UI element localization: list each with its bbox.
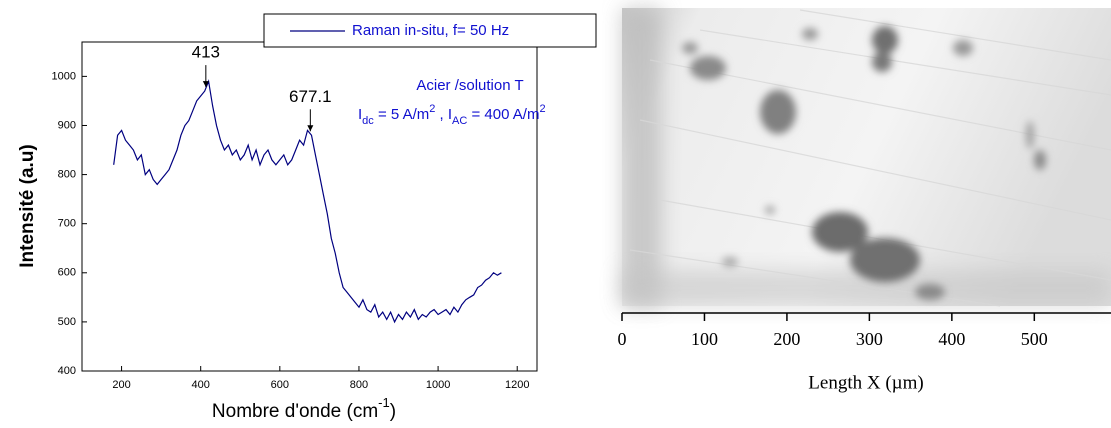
x-tick-label: 1200 xyxy=(505,379,529,391)
note-title: Acier /solution T xyxy=(416,77,523,94)
x-tick-label: 500 xyxy=(1021,329,1048,349)
x-tick-label: 600 xyxy=(271,379,289,391)
x-tick-label: 200 xyxy=(112,379,130,391)
note-part: , I xyxy=(435,106,452,123)
x-tick-label: 100 xyxy=(691,329,718,349)
note-part: = 400 A/m xyxy=(467,106,539,123)
y-tick-label: 700 xyxy=(58,218,76,230)
legend-label: Raman in-situ, f= 50 Hz xyxy=(352,22,509,39)
annotation-arrowhead xyxy=(307,125,314,132)
x-tick-label: 400 xyxy=(192,379,210,391)
x-axis-label-sup: -1 xyxy=(378,395,390,410)
note-sup: 2 xyxy=(429,103,435,115)
y-tick-label: 1000 xyxy=(52,70,76,82)
y-tick-label: 600 xyxy=(58,267,76,279)
x-axis-label-part: Nombre d'onde (cm xyxy=(212,401,378,422)
y-tick-label: 400 xyxy=(58,365,76,377)
y-tick-label: 900 xyxy=(58,119,76,131)
note-conditions: Idc = 5 A/m2 , IAC = 400 A/m2 xyxy=(358,103,546,127)
x-axis-label: Length X (µm) xyxy=(808,372,923,393)
x-tick-label: 300 xyxy=(856,329,883,349)
x-axis-label: Nombre d'onde (cm-1) xyxy=(212,395,396,422)
note-part: I xyxy=(358,106,362,123)
data-line xyxy=(113,79,502,324)
note-sub: AC xyxy=(452,115,467,127)
annotation-arrowhead xyxy=(202,81,209,88)
x-axis-label-part: ) xyxy=(390,401,396,422)
y-axis-label: Intensité (a.u) xyxy=(17,144,38,268)
micrograph xyxy=(622,8,1111,307)
y-tick-label: 500 xyxy=(58,316,76,328)
note-sub: dc xyxy=(362,115,374,127)
x-tick-label: 800 xyxy=(350,379,368,391)
x-tick-label: 0 xyxy=(618,329,627,349)
x-tick-label: 200 xyxy=(773,329,800,349)
annotation-label: 413 xyxy=(192,43,220,62)
annotation-label: 677.1 xyxy=(289,87,332,106)
note-sup: 2 xyxy=(539,103,545,115)
note-part: = 5 A/m xyxy=(374,106,429,123)
x-tick-label: 1000 xyxy=(426,379,450,391)
x-tick-label: 400 xyxy=(938,329,965,349)
y-tick-label: 800 xyxy=(58,168,76,180)
